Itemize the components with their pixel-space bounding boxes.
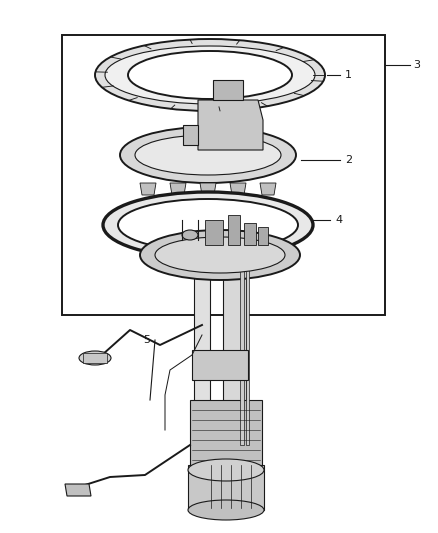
Polygon shape: [223, 250, 246, 465]
Text: 5: 5: [143, 335, 150, 345]
Polygon shape: [183, 125, 198, 145]
Ellipse shape: [103, 192, 313, 258]
Polygon shape: [65, 484, 91, 496]
Ellipse shape: [95, 39, 325, 111]
Polygon shape: [194, 250, 210, 455]
Polygon shape: [258, 227, 268, 245]
Polygon shape: [140, 183, 156, 195]
Polygon shape: [170, 183, 186, 195]
Polygon shape: [190, 400, 262, 470]
Ellipse shape: [188, 500, 264, 520]
Polygon shape: [228, 215, 240, 245]
Polygon shape: [213, 80, 243, 100]
Ellipse shape: [140, 230, 300, 280]
Polygon shape: [244, 223, 256, 245]
Ellipse shape: [79, 351, 111, 365]
Text: 3: 3: [413, 60, 420, 70]
Polygon shape: [188, 465, 264, 510]
Polygon shape: [230, 183, 246, 195]
Polygon shape: [198, 100, 263, 150]
Ellipse shape: [128, 51, 292, 99]
Ellipse shape: [120, 127, 296, 183]
Ellipse shape: [155, 237, 285, 273]
Text: 4: 4: [335, 215, 342, 225]
Text: 1: 1: [345, 70, 352, 80]
Polygon shape: [240, 250, 244, 445]
Polygon shape: [192, 350, 248, 380]
Ellipse shape: [182, 230, 198, 240]
Ellipse shape: [135, 135, 281, 175]
Polygon shape: [246, 250, 249, 445]
Ellipse shape: [105, 46, 315, 104]
Polygon shape: [260, 183, 276, 195]
Polygon shape: [200, 183, 216, 195]
Ellipse shape: [188, 459, 264, 481]
Polygon shape: [83, 353, 107, 363]
Ellipse shape: [118, 199, 298, 251]
Polygon shape: [205, 220, 223, 245]
Text: 2: 2: [345, 155, 352, 165]
